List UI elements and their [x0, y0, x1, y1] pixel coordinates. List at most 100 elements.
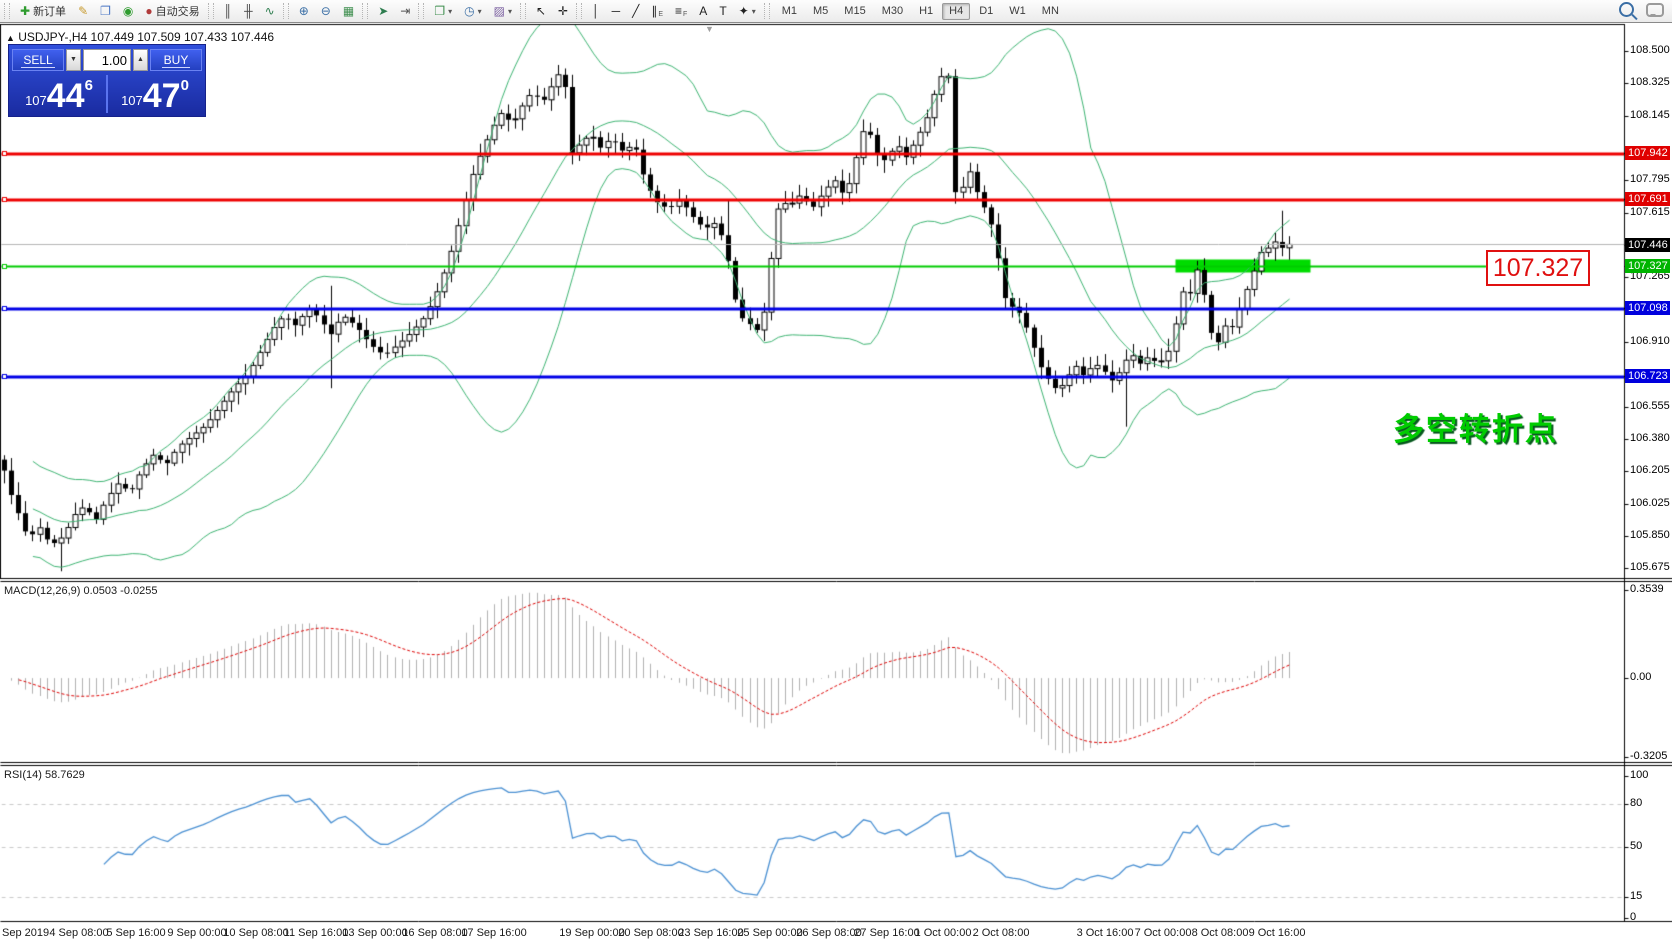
timeframe-group: M1 M5 M15 M30 H1 H4 D1 W1 MN — [774, 0, 1067, 22]
toolbar-group: │ ─ ╱ ∥ E ≡ F A T ✦ ▾ — [586, 0, 762, 22]
bar-chart-button[interactable]: ║ — [219, 3, 238, 20]
toolbar-separator — [763, 3, 770, 19]
date-axis-label: 3 Oct 16:00 — [1076, 927, 1134, 939]
candlestick-chart-button[interactable]: ╫ — [239, 3, 258, 20]
axis-tick-label: 50 — [1630, 840, 1643, 852]
tile-windows-button[interactable]: ▦ — [338, 3, 359, 20]
cursor-button[interactable]: ↖ — [531, 3, 551, 20]
auto-scroll-button[interactable]: ➤ — [373, 3, 393, 20]
date-axis-label: 1 Oct 00:00 — [914, 927, 972, 939]
date-axis-label: 7 Oct 00:00 — [1134, 927, 1192, 939]
timeframe-m30-button[interactable]: M30 — [881, 5, 904, 17]
axis-tick-label: 0.3539 — [1630, 583, 1664, 595]
buy-price-big: 47 — [142, 77, 181, 116]
axis-tick-label: 106.205 — [1630, 464, 1670, 476]
chart-shift-icon: ⇥ — [400, 4, 411, 18]
channel-button[interactable]: ∥ E — [646, 3, 668, 20]
sell-button[interactable]: SELL — [12, 49, 64, 71]
trendline-button[interactable]: ╱ — [627, 3, 644, 20]
sell-price-big: 44 — [46, 77, 85, 116]
timeframe-mn-button[interactable]: MN — [1041, 5, 1059, 17]
profiles-button[interactable]: ◷ ▾ — [459, 3, 487, 20]
date-axis-label: 8 Oct 08:00 — [1191, 927, 1249, 939]
sell-price-figure: 107 — [25, 93, 47, 108]
toolbar-button-label: 新订单 — [33, 6, 67, 18]
rsi-label: RSI(14) 58.7629 — [4, 769, 85, 781]
toolbar-group: ✚ 新订单 ✎ ❐ ◉ ● 自动交易 — [14, 0, 206, 22]
collapse-panel-arrow-icon[interactable]: ▲ — [6, 33, 15, 43]
channel-icon: ∥ — [651, 4, 658, 18]
volume-increase-button[interactable]: ▲ — [133, 49, 148, 71]
marker-tool-button[interactable]: ✎ — [73, 3, 93, 20]
toolbar-group: ❐ ▾ ◷ ▾ ▨ ▾ — [428, 0, 518, 22]
buy-button[interactable]: BUY — [150, 49, 202, 71]
axis-tick-label: 105.850 — [1630, 529, 1670, 541]
price-tag-label: 107.942 — [1625, 146, 1670, 160]
arrows-button[interactable]: ✦ ▾ — [734, 3, 761, 20]
icon-subscript: E — [658, 10, 663, 18]
search-icon[interactable] — [1619, 2, 1634, 17]
price-annotation-box[interactable]: 107.327 — [1486, 250, 1590, 286]
templates-icon: ▨ — [493, 4, 505, 18]
crosshair-icon: ✛ — [558, 4, 569, 18]
signals-button[interactable]: ◉ — [118, 3, 138, 20]
date-axis-label: 9 Sep 00:00 — [167, 927, 227, 939]
signals-icon: ◉ — [122, 4, 134, 18]
new-order-button[interactable]: ✚ 新订单 — [15, 3, 71, 20]
chevron-down-icon: ▾ — [507, 6, 512, 16]
date-axis-label: 16 Sep 08:00 — [402, 927, 468, 939]
timeframe-m5-button[interactable]: M5 — [813, 5, 829, 17]
crosshair-button[interactable]: ✛ — [553, 3, 573, 20]
text-label-icon: T — [719, 4, 727, 18]
sell-price[interactable]: 107 44 6 — [12, 75, 106, 113]
axis-tick-label: 100 — [1630, 769, 1649, 781]
new-chart-button[interactable]: ❐ ▾ — [429, 3, 457, 20]
toolbar-separator — [576, 3, 583, 19]
text-icon: A — [699, 4, 708, 18]
zoom-in-button[interactable]: ⊕ — [294, 3, 314, 20]
date-axis-label: 10 Sep 08:00 — [223, 927, 289, 939]
timeframe-h4-button[interactable]: H4 — [942, 2, 971, 20]
chat-icon[interactable] — [1646, 2, 1664, 17]
chart-shift-button[interactable]: ⇥ — [395, 3, 415, 20]
toolbar-group: ↖ ✛ — [530, 0, 574, 22]
market-watch-button[interactable]: ❐ — [95, 3, 116, 20]
timeframe-w1-button[interactable]: W1 — [1009, 5, 1026, 17]
autotrading-button[interactable]: ● 自动交易 — [140, 3, 204, 20]
horizontal-line-button[interactable]: ─ — [607, 3, 626, 20]
zoom-out-button[interactable]: ⊖ — [316, 3, 336, 20]
axis-tick-label: 107.795 — [1630, 173, 1670, 185]
date-axis-label: 25 Sep 00:00 — [737, 927, 803, 939]
chart-shift-marker-icon[interactable]: ▼ — [705, 24, 714, 34]
timeframe-m15-button[interactable]: M15 — [844, 5, 866, 17]
axis-tick-label: 105.675 — [1630, 561, 1670, 573]
axis-tick-label: 106.025 — [1630, 497, 1670, 509]
fibonacci-button[interactable]: ≡ F — [670, 3, 692, 20]
macd-label: MACD(12,26,9) 0.0503 -0.0255 — [4, 585, 158, 597]
toolbar-separator — [418, 3, 425, 19]
date-axis-label: 17 Sep 16:00 — [461, 927, 527, 939]
toolbar-separator — [207, 3, 214, 19]
buy-price[interactable]: 107 47 0 — [106, 75, 202, 113]
turning-point-annotation[interactable]: 多空转折点 — [1393, 412, 1558, 447]
templates-button[interactable]: ▨ ▾ — [489, 3, 517, 20]
marker-tool-icon: ✎ — [78, 4, 89, 18]
volume-decrease-button[interactable]: ▼ — [66, 49, 81, 71]
text-button[interactable]: A — [694, 3, 712, 20]
axis-tick-label: 108.500 — [1630, 44, 1670, 56]
zoom-out-icon: ⊖ — [320, 4, 331, 18]
volume-input[interactable] — [83, 49, 131, 71]
date-axis-label: 11 Sep 16:00 — [283, 927, 349, 939]
toolbar-group: ⊕ ⊖ ▦ — [293, 0, 360, 22]
line-chart-button[interactable]: ∿ — [260, 3, 280, 20]
text-label-button[interactable]: T — [714, 3, 731, 20]
vertical-line-button[interactable]: │ — [587, 3, 605, 20]
timeframe-h1-button[interactable]: H1 — [919, 5, 934, 17]
date-axis-label: 13 Sep 00:00 — [342, 927, 408, 939]
timeframe-d1-button[interactable]: D1 — [979, 5, 994, 17]
zoom-in-icon: ⊕ — [298, 4, 309, 18]
axis-tick-label: 15 — [1630, 890, 1643, 902]
timeframe-m1-button[interactable]: M1 — [781, 5, 798, 17]
